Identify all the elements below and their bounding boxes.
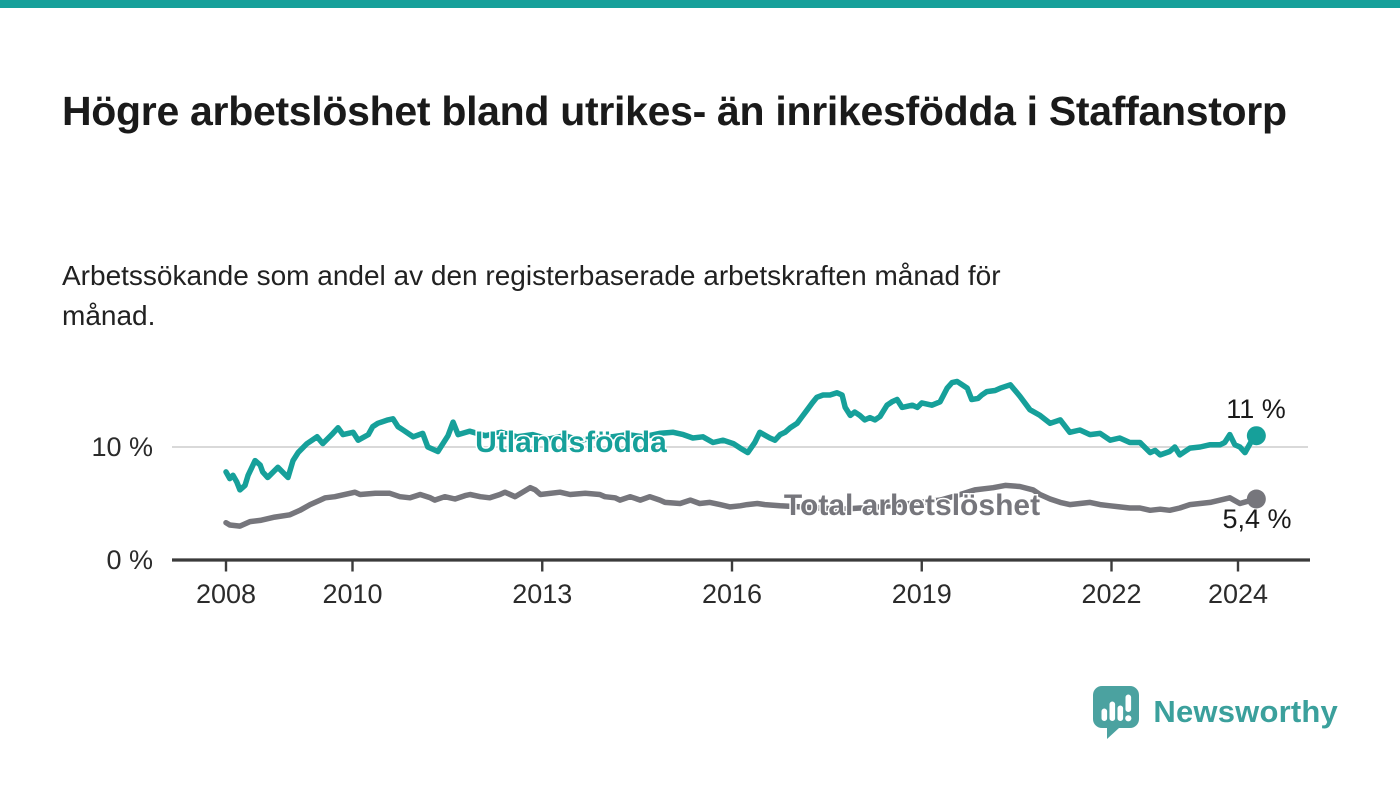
bar-tall xyxy=(1109,701,1116,721)
brand-accent-bar xyxy=(0,0,1400,8)
chart-area: 0 % 10 % Total arbetslöshet Utlandsfödda 5,4… xyxy=(0,360,1400,640)
bubble-shape xyxy=(1093,686,1140,739)
y-axis-label-0: 0 % xyxy=(106,545,153,575)
series-label-total-arbetsloshet: Total arbetslöshet xyxy=(784,489,1040,522)
newsworthy-bubble-icon xyxy=(1093,686,1140,739)
unemployment-chart: 0 % 10 % Total arbetslöshet Utlandsfödda 5,4… xyxy=(91,378,1310,609)
bar-medium xyxy=(1117,705,1124,721)
x-axis-label-2019: 2019 xyxy=(892,579,952,609)
x-axis-label-2013: 2013 xyxy=(512,579,572,609)
x-axis-label-2016: 2016 xyxy=(702,579,762,609)
end-value-total-arbetsloshet: 5,4 % xyxy=(1222,504,1291,534)
x-axis-label-2010: 2010 xyxy=(322,579,382,609)
chart-subtitle: Arbetssökande som andel av den registerb… xyxy=(62,260,1001,331)
end-dot-total-arbetsloshet xyxy=(1246,489,1266,509)
bar-small xyxy=(1101,708,1108,721)
series-line-utlandsfodda xyxy=(223,378,1260,493)
series-line-total-arbetsloshet xyxy=(223,482,1260,529)
newsworthy-wordmark: Newsworthy xyxy=(1153,694,1338,729)
end-value-utlandsfodda: 11 % xyxy=(1226,394,1286,424)
y-axis-label-10: 10 % xyxy=(91,432,153,462)
newsworthy-logo: Newsworthy xyxy=(1092,684,1338,740)
series-label-utlandsfodda: Utlandsfödda xyxy=(475,426,667,459)
x-axis-label-2024: 2024 xyxy=(1208,579,1268,609)
exclamation-dot xyxy=(1125,715,1132,722)
end-dot-utlandsfodda xyxy=(1246,426,1266,446)
x-axis-label-2008: 2008 xyxy=(196,579,256,609)
page-title: Högre arbetslöshet bland utrikes- än inr… xyxy=(62,88,1287,135)
x-axis-label-2022: 2022 xyxy=(1081,579,1141,609)
exclamation-bar xyxy=(1125,694,1132,712)
